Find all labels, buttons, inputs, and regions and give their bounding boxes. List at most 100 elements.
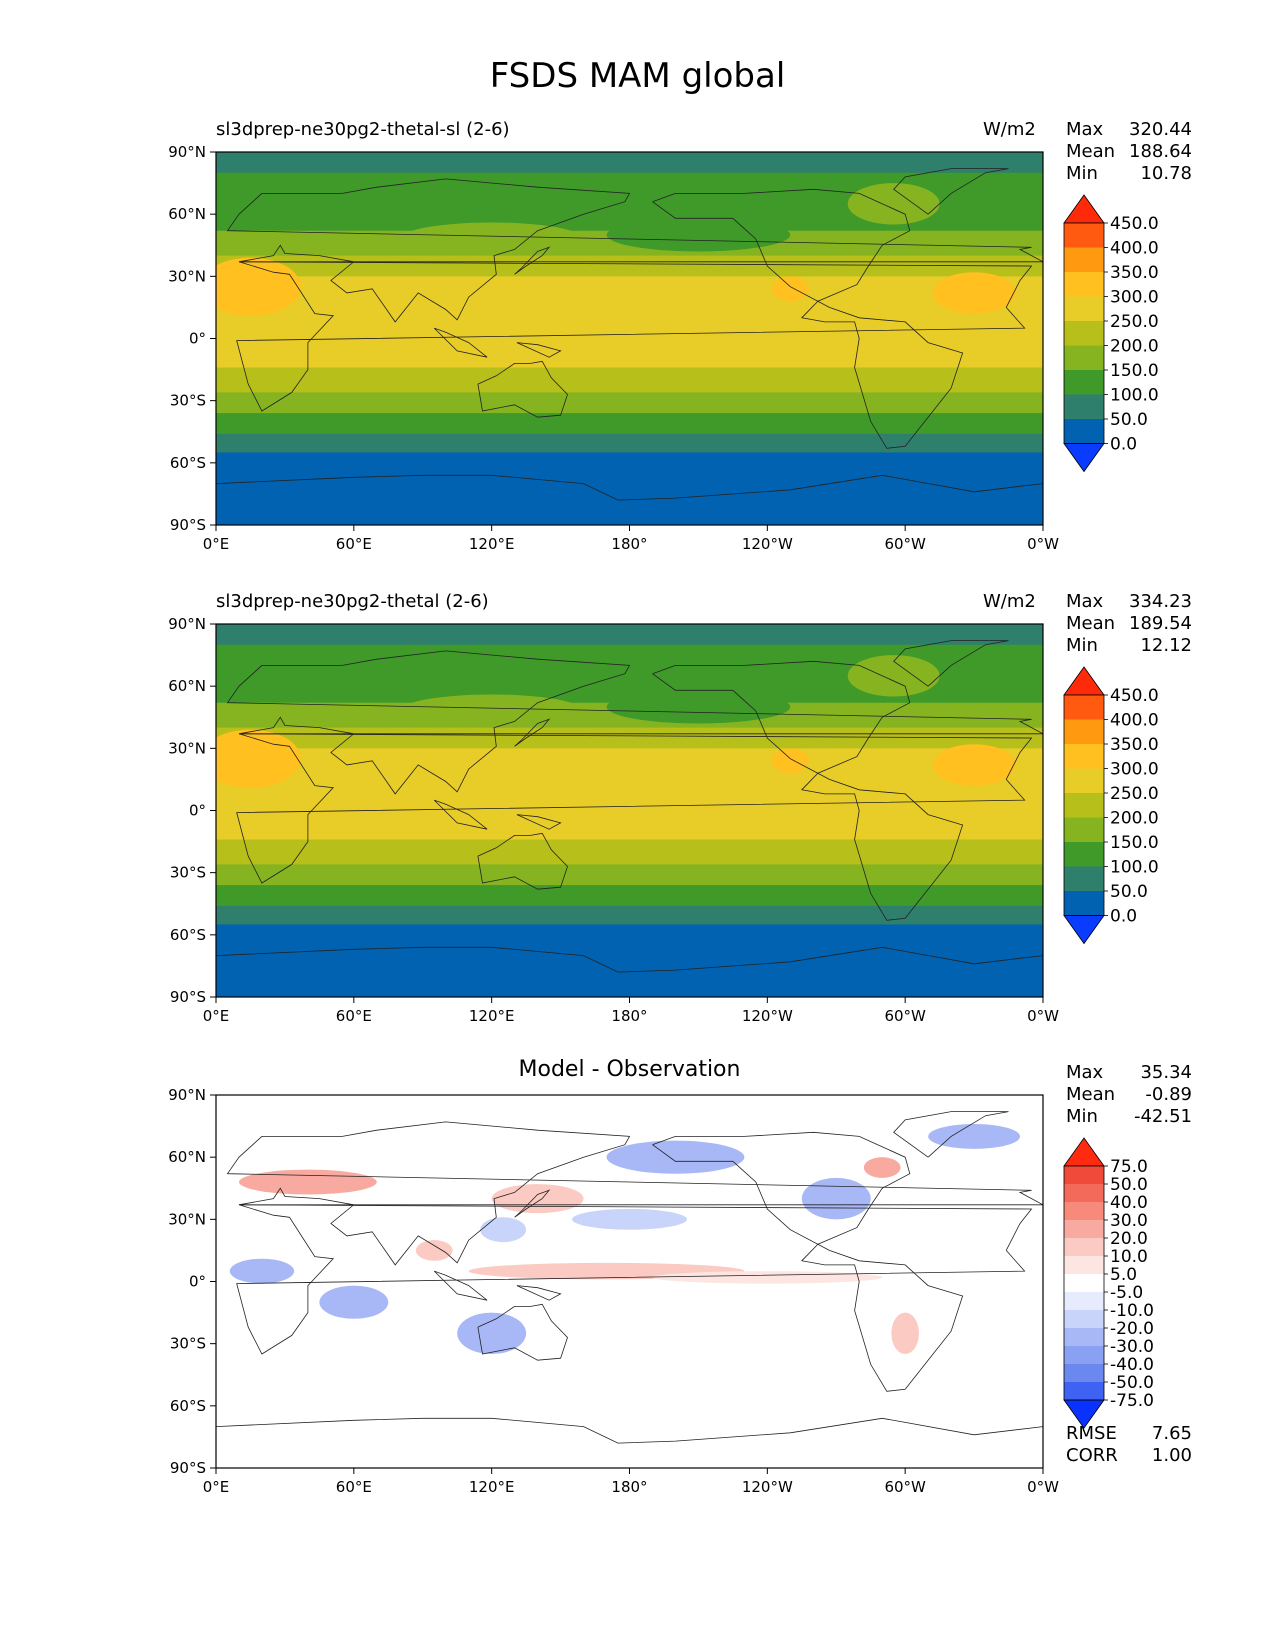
x-tick-label: 120°W — [742, 1478, 793, 1496]
stat-value: 12.12 — [1140, 635, 1192, 656]
colorbar-frame — [1063, 1165, 1105, 1401]
contour-patch — [319, 1285, 389, 1319]
x-tick-label: 180° — [611, 1478, 647, 1496]
colorbar-label: 10.0 — [1110, 1247, 1148, 1267]
colorbar: 75.050.040.030.020.010.05.0-5.0-10.0-20.… — [1063, 1137, 1154, 1429]
x-tick-label: 60°W — [884, 1007, 926, 1025]
y-tick-label: 60°N — [168, 205, 206, 223]
contour-band — [216, 748, 1043, 787]
y-tick-label: 90°S — [170, 516, 206, 534]
colorbar-segment — [1064, 345, 1104, 371]
stat-value: 320.44 — [1129, 119, 1192, 140]
coastline — [236, 261, 1033, 412]
coastline — [893, 640, 1009, 687]
stat-mean: Mean 189.54 — [1066, 613, 1192, 635]
x-tick-label: 120°E — [469, 1007, 515, 1025]
contour-patch — [229, 1258, 295, 1284]
contour-patch — [457, 1312, 527, 1355]
colorbar-segment — [1064, 321, 1104, 346]
x-tick-label: 120°W — [742, 535, 793, 553]
y-tick-label: 0° — [189, 1273, 206, 1291]
colorbar-label: 20.0 — [1110, 1229, 1148, 1249]
contour-band — [216, 785, 1043, 807]
contour-patch — [847, 655, 940, 697]
colorbar-segment — [1064, 223, 1104, 248]
contour-patch — [606, 690, 791, 724]
contour-patch — [572, 1208, 687, 1230]
coastline — [516, 342, 562, 358]
colorbar-label: 450.0 — [1110, 686, 1159, 706]
colorbar-label: 350.0 — [1110, 735, 1159, 755]
y-tick-label: 30°N — [168, 739, 206, 757]
contour-patch — [399, 694, 584, 728]
x-tick-label: 120°E — [469, 535, 515, 553]
colorbar-label: 250.0 — [1110, 784, 1159, 804]
contour-patch — [891, 1312, 919, 1355]
contour-patch — [606, 1140, 745, 1174]
metric-value: 1.00 — [1151, 1445, 1192, 1466]
coastline — [226, 650, 1043, 795]
y-tick-label: 60°N — [168, 1148, 206, 1166]
colorbar-segment — [1064, 1328, 1104, 1347]
coastline — [477, 832, 568, 890]
contour-band — [216, 806, 1043, 841]
colorbar-segment — [1064, 1184, 1104, 1203]
colorbar-label: 100.0 — [1110, 386, 1159, 406]
contour-patch — [606, 218, 791, 252]
contour-patch — [238, 1169, 377, 1195]
y-tick-label: 60°S — [170, 454, 206, 472]
x-tick-label: 60°E — [336, 535, 372, 553]
colorbar-frame — [1063, 222, 1105, 444]
panel-model: sl3dprep-ne30pg2-thetal (2-6) W/m2 Max 3… — [0, 591, 1275, 1052]
y-tick-label: 30°N — [168, 267, 206, 285]
coastline — [477, 1303, 568, 1361]
contour-band — [216, 334, 1043, 369]
metric-label: CORR — [1066, 1445, 1118, 1466]
stat-label: Max — [1066, 1062, 1104, 1083]
colorbar-segment — [1064, 1202, 1104, 1221]
y-tick-label: 30°S — [170, 864, 206, 882]
contour-band — [216, 276, 1043, 315]
colorbar-label: 40.0 — [1110, 1193, 1148, 1213]
x-tick-label: 60°W — [884, 1478, 926, 1496]
contour-band — [216, 905, 1043, 925]
y-tick-label: 90°N — [168, 1086, 206, 1104]
stat-min: Min 10.78 — [1066, 163, 1192, 185]
colorbar-segment — [1064, 793, 1104, 818]
y-tick-label: 90°S — [170, 1459, 206, 1477]
contour-patch — [801, 1177, 871, 1220]
stat-value: 35.34 — [1140, 1062, 1192, 1083]
contour-band — [216, 152, 1043, 174]
colorbar-label: 50.0 — [1110, 1175, 1148, 1195]
x-tick-label: 0°W — [1027, 1007, 1059, 1025]
contour-band — [216, 255, 1043, 277]
colorbar-extend-min — [1063, 443, 1105, 473]
contour-patch — [771, 276, 809, 302]
stat-min: Min 12.12 — [1066, 635, 1192, 657]
contour-band — [216, 413, 1043, 435]
field-layer — [216, 152, 1043, 525]
stat-label: Mean — [1066, 1084, 1116, 1105]
y-tick-label: 0° — [189, 330, 206, 348]
colorbar-segment — [1064, 1166, 1104, 1185]
contour-patch — [932, 272, 1016, 314]
colorbar-segment — [1064, 1238, 1104, 1257]
stat-value: 334.23 — [1129, 591, 1192, 612]
panel-difference: Model - Observation Max 35.34 Mean -0.89… — [0, 1057, 1275, 1523]
stat-mean: Mean -0.89 — [1066, 1084, 1192, 1106]
colorbar-segment — [1064, 1256, 1104, 1275]
contour-band — [216, 433, 1043, 453]
stat-label: Min — [1066, 163, 1098, 184]
colorbar-segment — [1064, 744, 1104, 769]
coastline — [433, 799, 488, 830]
colorbar-segment — [1064, 1364, 1104, 1383]
panel-title: sl3dprep-ne30pg2-thetal (2-6) — [216, 591, 489, 612]
colorbar-extend-max — [1063, 194, 1105, 224]
colorbar-segment — [1064, 370, 1104, 395]
colorbar-label: 50.0 — [1110, 410, 1148, 430]
stat-max: Max 334.23 — [1066, 591, 1192, 613]
contour-patch — [847, 183, 940, 225]
colorbar-segment — [1064, 1382, 1104, 1401]
coastline — [216, 474, 1043, 501]
panel-title: Model - Observation — [518, 1057, 741, 1082]
